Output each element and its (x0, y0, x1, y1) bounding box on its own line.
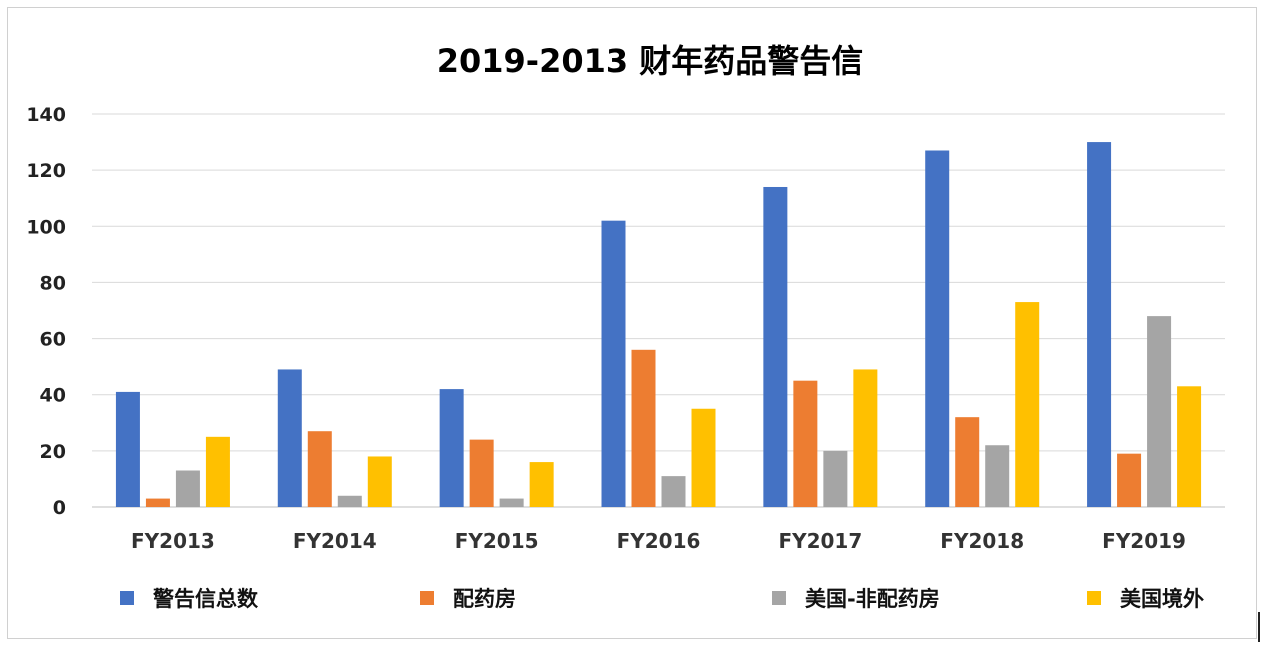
bar-FY2019-美国-非配药房 (1147, 316, 1172, 507)
legend-swatch-美国-非配药房 (772, 591, 786, 605)
x-category-label: FY2017 (778, 529, 862, 553)
x-category-label: FY2014 (293, 529, 377, 553)
x-category-label: FY2015 (455, 529, 539, 553)
bar-FY2018-美国-非配药房 (985, 445, 1010, 507)
bar-FY2013-配药房 (145, 498, 170, 507)
x-category-label: FY2018 (940, 529, 1024, 553)
y-tick-label: 60 (40, 329, 66, 351)
bar-FY2017-配药房 (793, 380, 818, 507)
bars (115, 142, 1202, 508)
bar-FY2014-配药房 (307, 431, 332, 507)
y-tick-label: 0 (53, 497, 66, 519)
legend-swatch-美国境外 (1087, 591, 1101, 605)
bar-FY2013-警告信总数 (115, 391, 140, 507)
legend-label: 美国境外 (1120, 587, 1204, 611)
x-axis-category-labels: FY2013 FY2014 FY2015 FY2016 FY2017 FY2018 FY20… (131, 529, 1186, 553)
bar-FY2015-警告信总数 (439, 389, 464, 507)
bar-FY2014-警告信总数 (277, 369, 302, 507)
bar-FY2018-警告信总数 (925, 150, 950, 507)
legend: 警告信总数 配药房 美国-非配药房 美国境外 (120, 587, 1204, 611)
bar-FY2019-配药房 (1117, 453, 1142, 507)
legend-label: 配药房 (453, 587, 516, 611)
chart-title: 2019-2013 财年药品警告信 (437, 42, 864, 80)
y-tick-label: 140 (26, 104, 66, 126)
x-category-label: FY2013 (131, 529, 215, 553)
x-category-label: FY2016 (617, 529, 701, 553)
y-tick-label: 40 (40, 385, 66, 407)
bar-FY2014-美国-非配药房 (337, 495, 362, 507)
legend-label: 美国-非配药房 (805, 587, 940, 611)
bar-FY2016-美国境外 (691, 408, 716, 507)
bar-FY2018-配药房 (955, 417, 980, 507)
bar-FY2016-配药房 (631, 349, 656, 507)
bar-FY2013-美国-非配药房 (175, 470, 200, 507)
bar-FY2019-警告信总数 (1087, 142, 1112, 508)
bar-FY2016-警告信总数 (601, 220, 626, 507)
bar-FY2019-美国境外 (1177, 386, 1202, 507)
legend-label: 警告信总数 (152, 587, 259, 611)
x-category-label: FY2019 (1102, 529, 1186, 553)
bar-FY2017-警告信总数 (763, 186, 788, 507)
y-tick-label: 100 (26, 216, 66, 238)
y-tick-label: 20 (40, 441, 66, 463)
bar-FY2017-美国境外 (853, 369, 878, 507)
bar-FY2017-美国-非配药房 (823, 450, 848, 507)
bar-FY2013-美国境外 (205, 436, 230, 507)
frame-edge-mark (1258, 612, 1260, 642)
legend-swatch-警告信总数 (120, 591, 134, 605)
bar-FY2015-美国境外 (529, 462, 554, 507)
y-tick-label: 120 (26, 160, 66, 182)
bar-FY2015-美国-非配药房 (499, 498, 524, 507)
gridlines (92, 113, 1225, 508)
bar-FY2018-美国境外 (1015, 302, 1040, 507)
legend-swatch-配药房 (420, 591, 434, 605)
bar-FY2016-美国-非配药房 (661, 476, 686, 507)
chart-frame (7, 7, 1257, 639)
bar-FY2014-美国境外 (367, 456, 392, 507)
bar-FY2015-配药房 (469, 439, 494, 507)
y-tick-label: 80 (40, 272, 66, 294)
y-axis-tick-labels: 0 20 40 60 80 100 120 140 (26, 104, 66, 519)
